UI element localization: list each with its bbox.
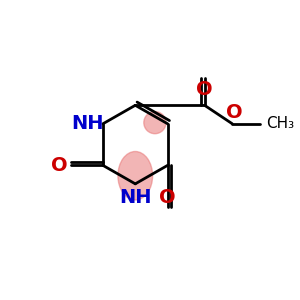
Text: O: O xyxy=(159,188,176,207)
Text: NH: NH xyxy=(119,188,152,207)
Circle shape xyxy=(144,112,166,134)
Text: O: O xyxy=(51,156,68,175)
Text: NH: NH xyxy=(72,114,104,133)
Text: O: O xyxy=(196,80,213,99)
Text: CH₃: CH₃ xyxy=(266,116,294,131)
Ellipse shape xyxy=(118,152,153,200)
Text: O: O xyxy=(226,103,243,122)
